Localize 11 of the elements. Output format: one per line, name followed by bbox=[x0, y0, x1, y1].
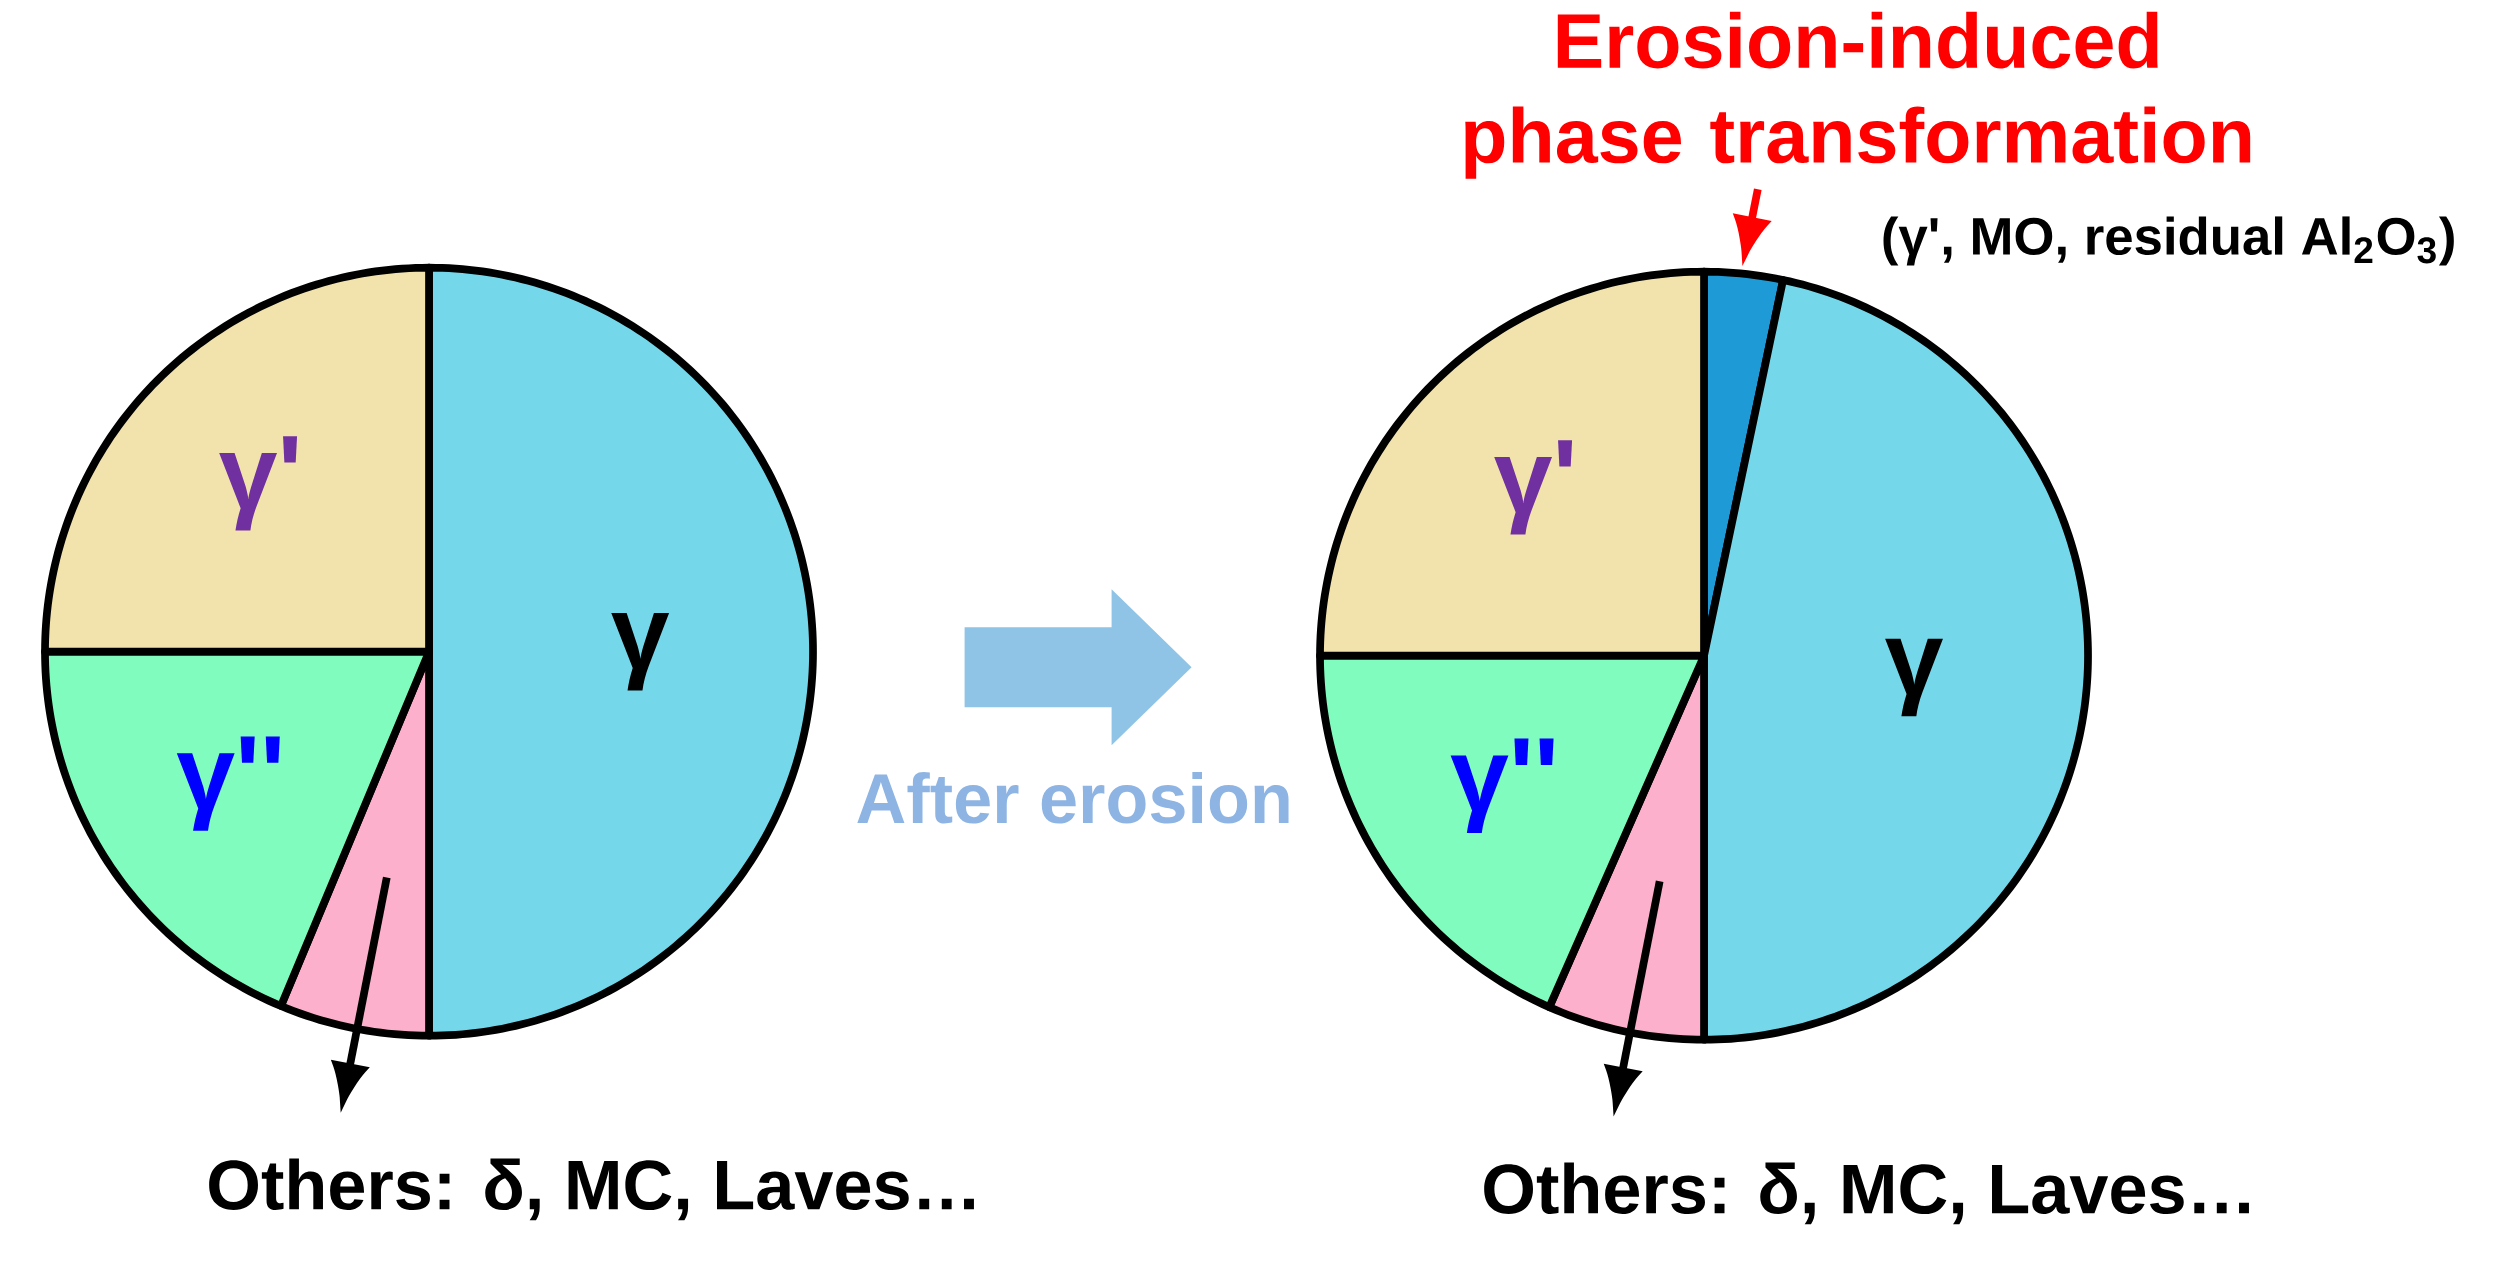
legend-label: Others: δ, MC, Laves… bbox=[1484, 1162, 2249, 1225]
slice-label: Erosion-induced phase transformation bbox=[1465, 11, 2251, 179]
slice-label: γ bbox=[1885, 638, 1943, 717]
text: (γ', MO, residual Al$_{2}$O$_{3}$) bbox=[1883, 216, 2454, 266]
legend-label: Others: δ, MC, Laves… bbox=[209, 1158, 974, 1221]
text: After erosion bbox=[857, 772, 1289, 824]
slice-label: γ' bbox=[1494, 440, 1573, 535]
slice-label: γ' bbox=[219, 436, 298, 531]
slice-label: γ'' bbox=[176, 736, 280, 831]
slice-label: γ'' bbox=[1450, 738, 1554, 834]
slice-label: γ bbox=[611, 613, 670, 691]
